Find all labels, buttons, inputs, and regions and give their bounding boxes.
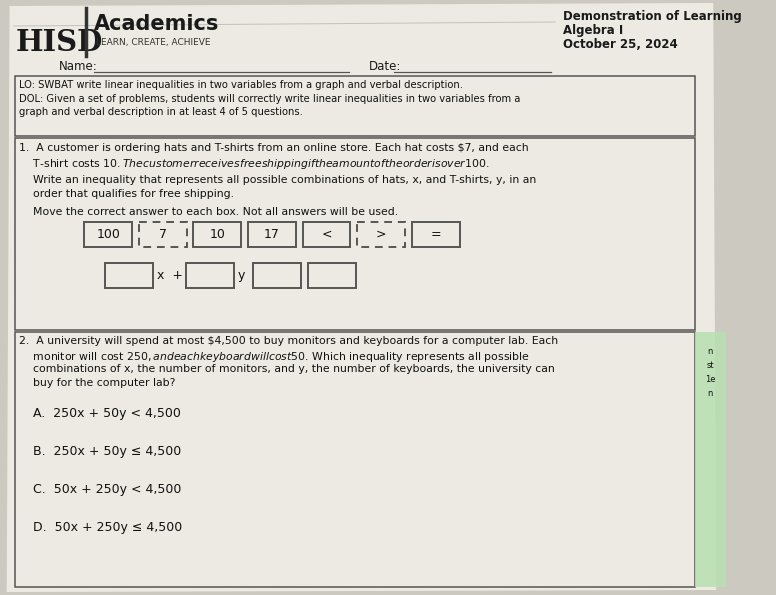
Text: n: n	[708, 347, 713, 356]
Text: n: n	[708, 389, 713, 398]
Text: Academics: Academics	[94, 14, 219, 34]
Text: 7: 7	[159, 228, 167, 241]
Text: x  +: x +	[157, 269, 183, 282]
FancyBboxPatch shape	[253, 263, 300, 288]
Text: =: =	[431, 228, 441, 241]
Text: 100: 100	[96, 228, 120, 241]
FancyBboxPatch shape	[16, 138, 695, 330]
Text: Algebra I: Algebra I	[563, 24, 623, 37]
Text: graph and verbal description in at least 4 of 5 questions.: graph and verbal description in at least…	[19, 107, 303, 117]
Text: Write an inequality that represents all possible combinations of hats, x, and T-: Write an inequality that represents all …	[33, 175, 535, 185]
Text: st: st	[707, 361, 714, 370]
Text: T-shirt costs $10. The customer receives free shipping if the amount of the orde: T-shirt costs $10. The customer receives…	[19, 157, 490, 171]
Text: B.  250x + 50y ≤ 4,500: B. 250x + 50y ≤ 4,500	[33, 445, 181, 458]
Text: order that qualifies for free shipping.: order that qualifies for free shipping.	[33, 189, 234, 199]
Text: Move the correct answer to each box. Not all answers will be used.: Move the correct answer to each box. Not…	[33, 207, 397, 217]
Text: Demonstration of Learning: Demonstration of Learning	[563, 10, 742, 23]
Text: C.  50x + 250y < 4,500: C. 50x + 250y < 4,500	[33, 483, 181, 496]
Text: 17: 17	[264, 228, 280, 241]
FancyBboxPatch shape	[357, 222, 405, 247]
FancyBboxPatch shape	[85, 222, 132, 247]
FancyBboxPatch shape	[695, 332, 726, 587]
FancyBboxPatch shape	[193, 222, 241, 247]
Text: 10: 10	[210, 228, 225, 241]
FancyBboxPatch shape	[106, 263, 153, 288]
Text: y: y	[237, 269, 244, 282]
Text: >: >	[376, 228, 386, 241]
Text: Date:: Date:	[369, 60, 401, 73]
Text: 1.  A customer is ordering hats and T-shirts from an online store. Each hat cost: 1. A customer is ordering hats and T-shi…	[19, 143, 528, 153]
FancyBboxPatch shape	[303, 222, 351, 247]
FancyBboxPatch shape	[248, 222, 296, 247]
Text: DOL: Given a set of problems, students will correctly write linear inequalities : DOL: Given a set of problems, students w…	[19, 94, 521, 104]
FancyBboxPatch shape	[139, 222, 187, 247]
Text: buy for the computer lab?: buy for the computer lab?	[19, 378, 175, 388]
Text: A.  250x + 50y < 4,500: A. 250x + 50y < 4,500	[33, 407, 181, 420]
FancyBboxPatch shape	[412, 222, 459, 247]
FancyBboxPatch shape	[185, 263, 234, 288]
Text: monitor will cost $250, and each keyboard will cost $50. Which inequality repres: monitor will cost $250, and each keyboar…	[19, 350, 530, 364]
Text: LEARN, CREATE, ACHIEVE: LEARN, CREATE, ACHIEVE	[95, 38, 210, 47]
Text: 2.  A university will spend at most $4,500 to buy monitors and keyboards for a c: 2. A university will spend at most $4,50…	[19, 336, 558, 346]
Text: <: <	[321, 228, 331, 241]
Polygon shape	[7, 3, 716, 592]
FancyBboxPatch shape	[16, 332, 695, 587]
Text: D.  50x + 250y ≤ 4,500: D. 50x + 250y ≤ 4,500	[33, 521, 182, 534]
Text: Name:: Name:	[59, 60, 98, 73]
Text: combinations of x, the number of monitors, and y, the number of keyboards, the u: combinations of x, the number of monitor…	[19, 364, 555, 374]
Text: October 25, 2024: October 25, 2024	[563, 38, 677, 51]
Text: HISD: HISD	[16, 28, 103, 57]
FancyBboxPatch shape	[308, 263, 356, 288]
Text: LO: SWBAT write linear inequalities in two variables from a graph and verbal des: LO: SWBAT write linear inequalities in t…	[19, 80, 463, 90]
Text: 1e: 1e	[705, 375, 715, 384]
FancyBboxPatch shape	[16, 76, 695, 136]
